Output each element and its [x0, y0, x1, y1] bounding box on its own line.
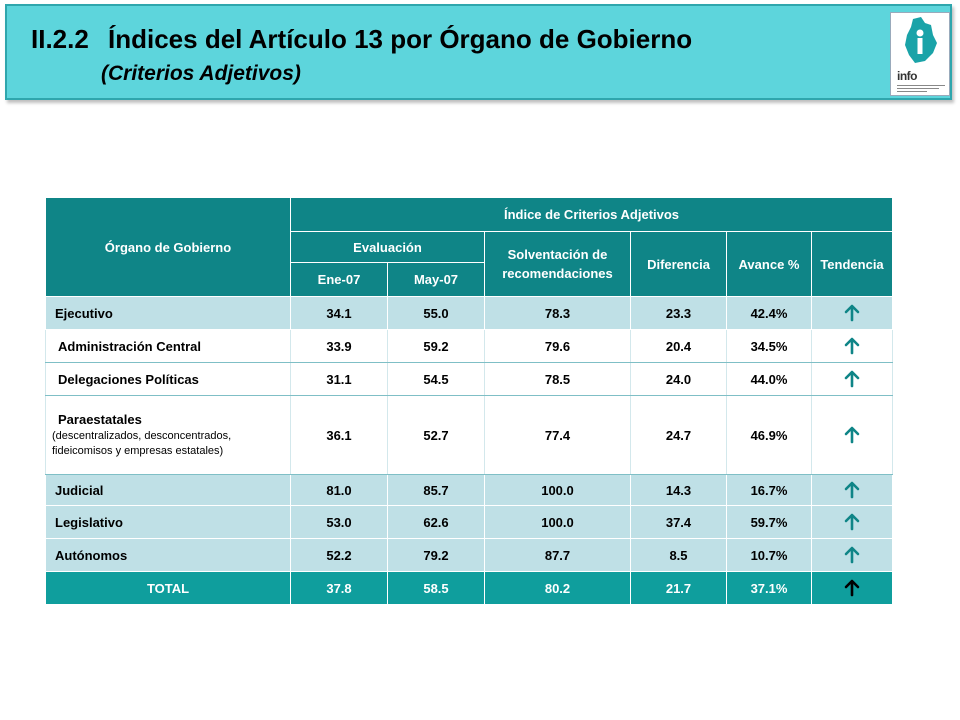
cell-tendencia — [811, 505, 893, 539]
row-name: Autónomos — [45, 538, 291, 572]
cell-tendencia — [811, 474, 893, 506]
cell-may: 79.2 — [387, 538, 485, 572]
cell-ene: 52.2 — [290, 538, 388, 572]
indices-table: Órgano de Gobierno Índice de Criterios A… — [45, 197, 893, 605]
page-title: Índices del Artículo 13 por Órgano de Go… — [108, 24, 693, 54]
cell-ene: 36.1 — [290, 395, 388, 475]
cell-may: 55.0 — [387, 296, 485, 330]
cell-avance: 34.5% — [726, 329, 812, 363]
arrow-up-icon — [844, 370, 860, 388]
cell-avance: 44.0% — [726, 362, 812, 396]
row-note: (descentralizados, desconcentrados, fide… — [52, 429, 232, 457]
logo-wordmark: info — [897, 69, 918, 83]
cell-ene: 34.1 — [290, 296, 388, 330]
arrow-up-icon — [844, 513, 860, 531]
arrow-up-icon — [844, 579, 860, 597]
cell-may: 52.7 — [387, 395, 485, 475]
arrow-up-icon — [844, 546, 860, 564]
cell-diferencia: 21.7 — [630, 571, 727, 605]
cell-ene: 37.8 — [290, 571, 388, 605]
table-row: Administración Central 33.9 59.2 79.6 20… — [45, 329, 893, 363]
row-name-cell: Paraestatales (descentralizados, desconc… — [45, 395, 291, 475]
arrow-up-icon — [844, 337, 860, 355]
cell-ene: 33.9 — [290, 329, 388, 363]
cell-solventacion: 100.0 — [484, 505, 631, 539]
cell-may: 58.5 — [387, 571, 485, 605]
col-header-organo: Órgano de Gobierno — [45, 197, 291, 297]
table-row: Judicial 81.0 85.7 100.0 14.3 16.7% — [45, 474, 893, 506]
cell-may: 62.6 — [387, 505, 485, 539]
cell-diferencia: 37.4 — [630, 505, 727, 539]
cell-solventacion: 78.5 — [484, 362, 631, 396]
logo-fine-print — [897, 85, 945, 92]
arrow-up-icon — [844, 304, 860, 322]
cell-solventacion: 79.6 — [484, 329, 631, 363]
cell-ene: 31.1 — [290, 362, 388, 396]
section-code: II.2.2 — [31, 24, 89, 54]
cell-tendencia — [811, 329, 893, 363]
cell-avance: 16.7% — [726, 474, 812, 506]
cell-diferencia: 24.0 — [630, 362, 727, 396]
arrow-up-icon — [844, 481, 860, 499]
col-header-avance: Avance % — [726, 231, 812, 297]
cell-solventacion: 80.2 — [484, 571, 631, 605]
cell-diferencia: 20.4 — [630, 329, 727, 363]
col-header-may: May-07 — [387, 262, 485, 297]
cell-solventacion: 77.4 — [484, 395, 631, 475]
col-header-ene: Ene-07 — [290, 262, 388, 297]
row-name: Legislativo — [45, 505, 291, 539]
table-row: Legislativo 53.0 62.6 100.0 37.4 59.7% — [45, 505, 893, 539]
cell-avance: 37.1% — [726, 571, 812, 605]
cell-solventacion: 78.3 — [484, 296, 631, 330]
cell-tendencia — [811, 538, 893, 572]
row-name: Paraestatales — [58, 411, 142, 427]
col-header-group: Índice de Criterios Adjetivos — [290, 197, 893, 232]
table-row: Delegaciones Políticas 31.1 54.5 78.5 24… — [45, 362, 893, 396]
col-header-evaluacion: Evaluación — [290, 231, 485, 263]
cell-avance: 59.7% — [726, 505, 812, 539]
info-df-logo: info — [890, 12, 950, 96]
cell-avance: 10.7% — [726, 538, 812, 572]
total-row: TOTAL 37.8 58.5 80.2 21.7 37.1% — [45, 571, 893, 605]
title-banner: II.2.2 Índices del Artículo 13 por Órgan… — [5, 4, 952, 100]
cell-tendencia — [811, 571, 893, 605]
cell-avance: 42.4% — [726, 296, 812, 330]
cell-ene: 81.0 — [290, 474, 388, 506]
page-subtitle: (Criterios Adjetivos) — [101, 62, 301, 85]
table-row: Ejecutivo 34.1 55.0 78.3 23.3 42.4% — [45, 296, 893, 330]
cell-may: 54.5 — [387, 362, 485, 396]
arrow-up-icon — [844, 426, 860, 444]
cell-tendencia — [811, 362, 893, 396]
table-row: Autónomos 52.2 79.2 87.7 8.5 10.7% — [45, 538, 893, 572]
cell-diferencia: 14.3 — [630, 474, 727, 506]
cell-solventacion: 87.7 — [484, 538, 631, 572]
col-header-tendencia: Tendencia — [811, 231, 893, 297]
city-map-icon — [905, 17, 937, 63]
row-name: Judicial — [45, 474, 291, 506]
cell-diferencia: 24.7 — [630, 395, 727, 475]
cell-solventacion: 100.0 — [484, 474, 631, 506]
cell-may: 59.2 — [387, 329, 485, 363]
row-name: Delegaciones Políticas — [45, 362, 291, 396]
cell-tendencia — [811, 296, 893, 330]
col-header-diferencia: Diferencia — [630, 231, 727, 297]
cell-may: 85.7 — [387, 474, 485, 506]
total-label: TOTAL — [45, 571, 291, 605]
cell-ene: 53.0 — [290, 505, 388, 539]
col-header-solventacion: Solventación de recomendaciones — [484, 231, 631, 297]
row-name: Administración Central — [45, 329, 291, 363]
cell-tendencia — [811, 395, 893, 475]
table-row: Paraestatales (descentralizados, desconc… — [45, 395, 893, 475]
row-name: Ejecutivo — [45, 296, 291, 330]
cell-diferencia: 8.5 — [630, 538, 727, 572]
cell-avance: 46.9% — [726, 395, 812, 475]
cell-diferencia: 23.3 — [630, 296, 727, 330]
